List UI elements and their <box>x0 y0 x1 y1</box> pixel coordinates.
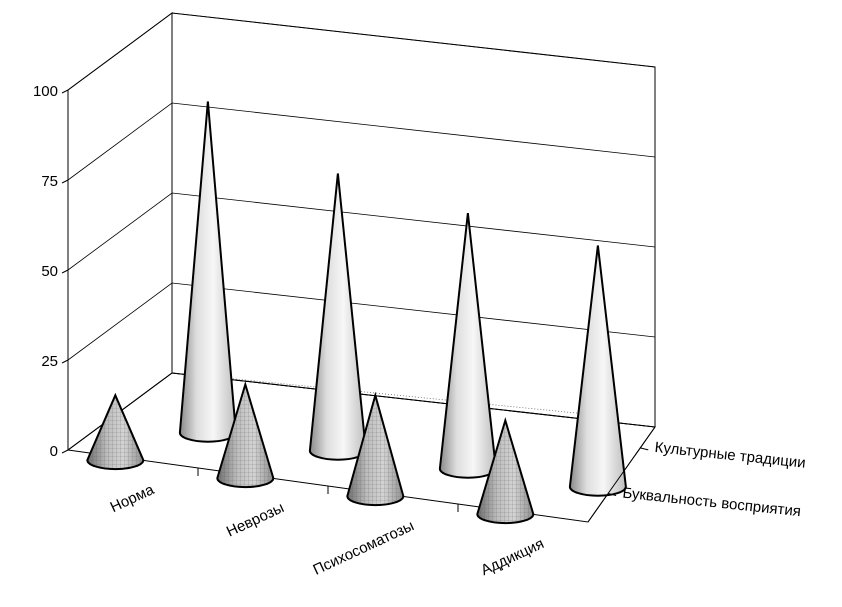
y-tick <box>61 359 69 364</box>
cone-cultural-traditions <box>178 101 237 443</box>
cone-cultural-traditions <box>308 173 367 461</box>
cone-hatch <box>347 395 404 506</box>
series-label: Культурные традиции <box>654 439 807 472</box>
cone-outline <box>568 245 627 497</box>
cone-literalness <box>86 392 145 471</box>
category-label: Аддикция <box>478 535 546 579</box>
cone-body <box>309 173 366 460</box>
y-tick-label: 0 <box>50 443 58 460</box>
cone-cultural-traditions <box>438 212 497 479</box>
y-tick <box>61 269 69 274</box>
cone-outline <box>346 391 405 507</box>
cone-hatch <box>477 420 534 524</box>
category-label: Неврозы <box>224 499 287 540</box>
series-label: Буквальность восприятия <box>622 485 802 521</box>
category-label: Норма <box>108 481 158 516</box>
gridline <box>67 192 656 271</box>
y-tick <box>61 179 69 184</box>
cone-outline <box>86 392 145 471</box>
y-tick <box>61 89 69 94</box>
y-tick-label: 50 <box>41 263 58 280</box>
depth-axis <box>587 426 656 523</box>
gridline <box>67 102 656 181</box>
y-tick-label: 75 <box>41 173 58 190</box>
plot-area <box>86 101 627 525</box>
depth-tick <box>607 493 617 496</box>
cone-literalness <box>346 391 405 507</box>
axis-labels: 0 25 50 75 100 Норма Неврозы Психосоматозы Аддик… <box>33 83 806 579</box>
cone-body <box>179 101 236 442</box>
y-tick <box>61 449 69 454</box>
category-label: Психосоматозы <box>311 517 417 579</box>
cone-body <box>439 213 496 478</box>
cone-literalness <box>476 417 535 525</box>
cone-body <box>569 245 626 496</box>
cone-cultural-traditions <box>568 245 627 497</box>
cone-hatch <box>87 395 144 470</box>
y-tick-label: 25 <box>41 353 58 370</box>
cone-hatch <box>217 384 274 488</box>
cone-literalness <box>216 381 275 489</box>
gridline <box>67 12 656 91</box>
cone-outline <box>216 381 275 489</box>
gridline <box>67 282 656 361</box>
depth-tick <box>640 447 649 451</box>
cone-outline <box>476 417 535 525</box>
y-tick-label: 100 <box>33 83 58 100</box>
floor-guide <box>184 373 587 415</box>
